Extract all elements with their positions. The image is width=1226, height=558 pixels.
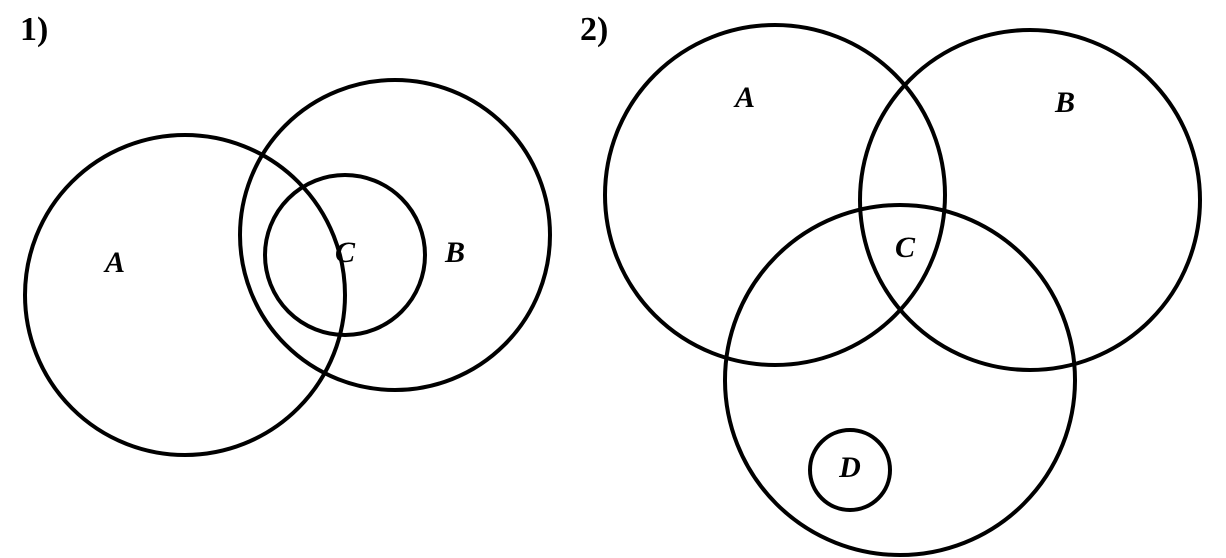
- diagram-1-label-c: C: [335, 236, 356, 269]
- diagram-1-circle-b: [240, 80, 550, 390]
- diagram-2-number: 2): [580, 11, 608, 48]
- venn-canvas: 1) A B C 2) A B C D: [0, 0, 1226, 558]
- diagram-1-label-a: A: [103, 246, 125, 279]
- diagram-2-label-c: C: [895, 231, 916, 264]
- diagram-2-label-d: D: [838, 451, 861, 484]
- diagram-2-label-a: A: [733, 81, 755, 114]
- diagram-2-circle-a: [605, 25, 945, 365]
- diagram-2-circle-b: [860, 30, 1200, 370]
- diagram-1-circle-a: [25, 135, 345, 455]
- diagram-1-number: 1): [20, 11, 48, 48]
- diagram-1-label-b: B: [444, 236, 465, 269]
- diagram-2-label-b: B: [1054, 86, 1075, 119]
